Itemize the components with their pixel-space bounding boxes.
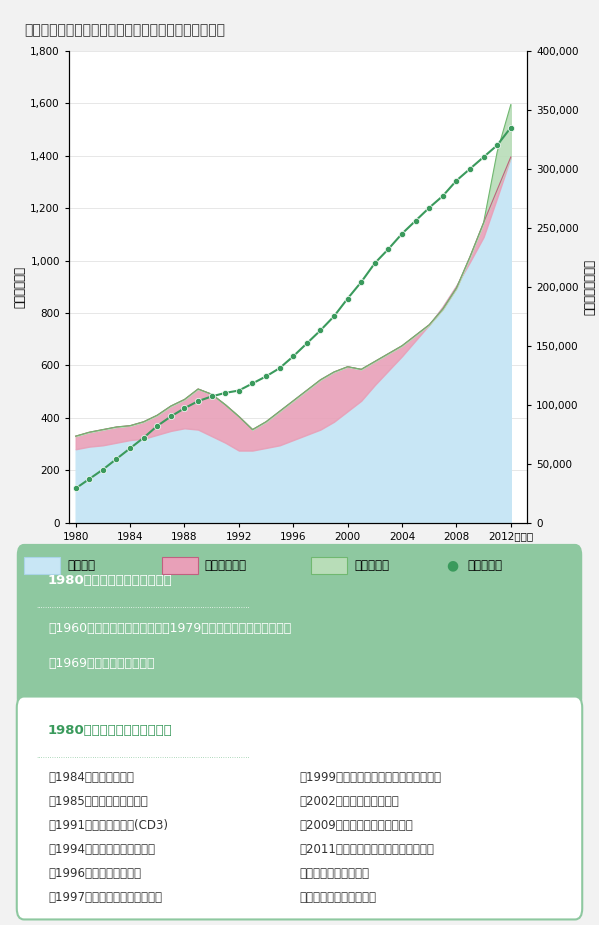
Text: 1980年以降に承認された薬剤: 1980年以降に承認された薬剤 — [48, 724, 173, 737]
Text: 脳死下移植: 脳死下移植 — [355, 559, 389, 572]
Text: 2012（年）: 2012（年） — [488, 531, 533, 541]
Y-axis label: 透析患者数（人）: 透析患者数（人） — [583, 259, 596, 314]
Text: ・1997年：（臓器移植法施行）: ・1997年：（臓器移植法施行） — [48, 891, 162, 904]
Text: ・1996年：タクロリムス: ・1996年：タクロリムス — [48, 867, 141, 880]
Text: ・1960年：プレドニゾロン　・1979年：メチルプレドニゾロン: ・1960年：プレドニゾロン ・1979年：メチルプレドニゾロン — [48, 622, 291, 635]
Text: 生体移植: 生体移植 — [67, 559, 95, 572]
Text: ・1994年：塩酸グスペリムス: ・1994年：塩酸グスペリムス — [48, 843, 155, 856]
Text: 透析患者数: 透析患者数 — [467, 559, 502, 572]
Text: ●: ● — [446, 558, 458, 573]
Text: 1986: 1986 — [144, 547, 171, 556]
Text: 1990: 1990 — [198, 547, 225, 556]
Text: ・2011年：抗ヒト胸腺細胞ウサギ免疫: ・2011年：抗ヒト胸腺細胞ウサギ免疫 — [300, 843, 434, 856]
Text: ・1984年：ミゾリビン: ・1984年：ミゾリビン — [48, 771, 134, 783]
Text: 心停止下移植: 心停止下移植 — [205, 559, 247, 572]
Text: ・2009年：（臓器移植法改正）: ・2009年：（臓器移植法改正） — [300, 819, 413, 832]
Text: 2002: 2002 — [362, 547, 388, 556]
Text: ・1999年：ミコフェノール酸モフェチル: ・1999年：ミコフェノール酸モフェチル — [300, 771, 441, 783]
Text: エベロリムス: エベロリムス — [300, 891, 377, 904]
Text: ................................................................................: ........................................… — [36, 603, 250, 609]
Text: グロブリン: グロブリン — [300, 867, 370, 880]
Text: 腎臓移植数・透析患者数の推移と各薬剤の承認取得年: 腎臓移植数・透析患者数の推移と各薬剤の承認取得年 — [24, 23, 225, 37]
Text: 2010: 2010 — [470, 547, 497, 556]
Text: 1982: 1982 — [90, 547, 116, 556]
Text: ................................................................................: ........................................… — [36, 753, 250, 758]
Text: 1994: 1994 — [253, 547, 279, 556]
Text: 2006: 2006 — [416, 547, 442, 556]
Text: 1980年以前に承認された薬剤: 1980年以前に承認された薬剤 — [48, 574, 173, 586]
Text: 1998: 1998 — [307, 547, 334, 556]
Text: ・2002年：バシリキシマブ: ・2002年：バシリキシマブ — [300, 795, 400, 808]
Text: ・1991年：ムロモナブ(CD3): ・1991年：ムロモナブ(CD3) — [48, 819, 168, 832]
Text: ・1985年：シクロスポリン: ・1985年：シクロスポリン — [48, 795, 148, 808]
Y-axis label: 移植数（件）: 移植数（件） — [13, 265, 26, 308]
Text: ・1969年：アザチオプリン: ・1969年：アザチオプリン — [48, 657, 155, 670]
